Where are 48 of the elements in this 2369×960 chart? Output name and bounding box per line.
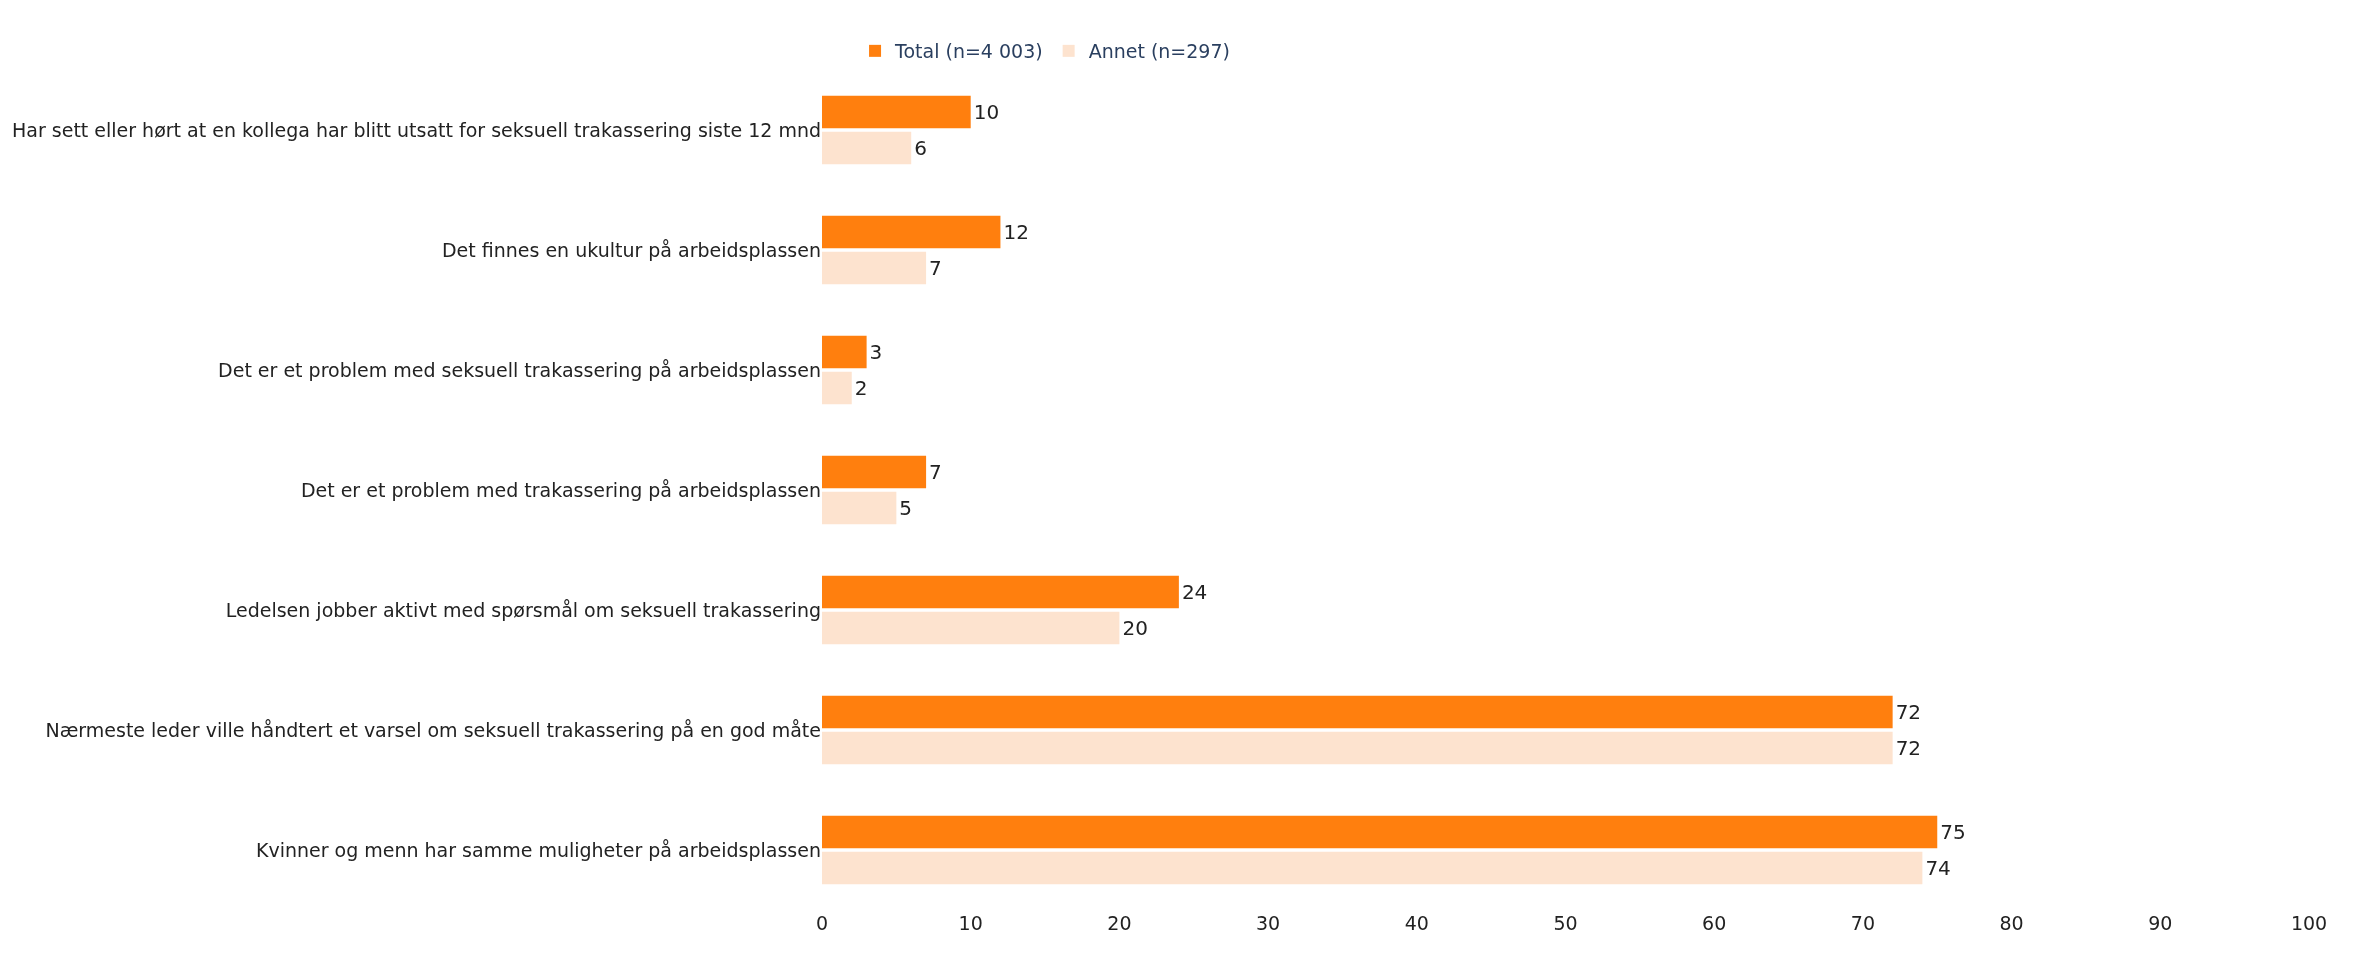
y-tick-label: Ledelsen jobber aktivt med spørsmål om seksuell trakassering <box>225 598 821 621</box>
bar <box>822 335 867 369</box>
data-label: 7 <box>929 256 942 280</box>
bar <box>822 215 1001 249</box>
y-tick-label: Det finnes en ukultur på arbeidsplassen <box>441 238 821 261</box>
bar <box>822 491 897 525</box>
x-tick-label: 80 <box>1999 912 2024 934</box>
data-label: 6 <box>914 136 927 160</box>
y-tick-label: Det er et problem med seksuell trakassering på arbeidsplassen <box>218 358 821 381</box>
data-label: 12 <box>1003 220 1029 244</box>
x-tick-label: 70 <box>1850 912 1875 934</box>
y-tick-label: Kvinner og menn har samme muligheter på arbeidsplassen <box>255 838 821 861</box>
x-tick-label: 40 <box>1404 912 1429 934</box>
data-label: 72 <box>1895 700 1922 724</box>
x-tick-label: 10 <box>958 912 983 934</box>
data-label: 5 <box>899 496 913 520</box>
data-label: 3 <box>869 340 883 364</box>
y-tick-label: Har sett eller hørt at en kollega har blitt utsatt for seksuell trakassering siste 12 mnd <box>12 118 821 141</box>
bar <box>822 731 1893 765</box>
bar <box>822 851 1923 885</box>
legend-label: Total (n=4 003) <box>894 40 1043 63</box>
y-tick-label: Det er et problem med trakassering på arbeidsplassen <box>300 478 821 501</box>
data-label: 74 <box>1925 856 1951 880</box>
data-label: 75 <box>1940 820 1966 844</box>
x-tick-label: 20 <box>1107 912 1132 934</box>
x-tick-label: 30 <box>1256 912 1281 934</box>
x-tick-label: 50 <box>1553 912 1578 934</box>
x-tick-label: 60 <box>1702 912 1727 934</box>
data-label: 2 <box>854 376 868 400</box>
bar <box>822 695 1893 729</box>
bar <box>822 371 852 405</box>
x-tick-label: 100 <box>2290 912 2328 934</box>
x-tick-label: 90 <box>2148 912 2173 934</box>
y-tick-label: Nærmeste leder ville håndtert et varsel om seksuell trakassering på en god måte <box>45 718 821 741</box>
bar <box>822 455 927 489</box>
x-tick-label: 0 <box>815 912 829 934</box>
bar <box>822 815 1938 849</box>
bar <box>822 251 927 285</box>
bar <box>822 575 1179 609</box>
bar <box>822 131 912 165</box>
bar <box>822 611 1120 645</box>
data-label: 24 <box>1181 580 1208 604</box>
data-label: 72 <box>1895 736 1922 760</box>
data-label: 20 <box>1122 616 1148 640</box>
data-label: 7 <box>929 460 942 484</box>
data-label: 10 <box>973 100 1000 124</box>
legend-label: Annet (n=297) <box>1088 40 1230 63</box>
bar <box>822 95 971 129</box>
